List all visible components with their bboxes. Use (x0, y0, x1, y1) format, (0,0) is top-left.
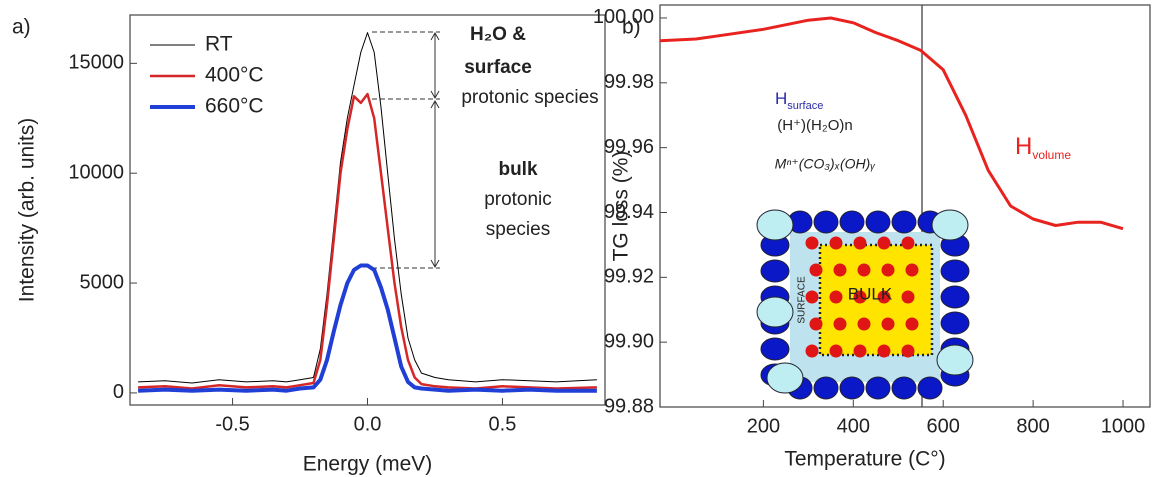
annotation: protonic species (461, 87, 598, 108)
plot-frame (659, 4, 1151, 408)
proton (805, 290, 819, 304)
x-tick-label: -0.5 (215, 413, 249, 435)
y-axis-title: TG loss (%) (610, 151, 633, 262)
annotation: protonic (484, 189, 552, 210)
y-tick-label: 99.98 (604, 71, 654, 93)
particle (813, 210, 839, 234)
annotation: H₂O & (470, 24, 526, 45)
y-tick-label: 99.92 (604, 266, 654, 288)
proton (829, 344, 843, 358)
x-tick-label: 0.5 (489, 413, 517, 435)
proton (809, 317, 823, 331)
x-tick-label: 800 (1016, 415, 1049, 437)
x-tick-label: 0.0 (354, 413, 382, 435)
particle (940, 259, 970, 283)
proton (877, 236, 891, 250)
proton (877, 290, 891, 304)
particle (940, 311, 970, 335)
legend-label: 660°C (205, 95, 264, 118)
annotation: volume (1032, 148, 1071, 162)
particle (813, 376, 839, 400)
particle (865, 376, 891, 400)
particle (756, 296, 794, 328)
x-tick-label: 400 (837, 415, 870, 437)
proton (901, 236, 915, 250)
particle (839, 210, 865, 234)
y-tick-label: 100.00 (593, 6, 654, 28)
proton (833, 317, 847, 331)
annotation: H (775, 89, 787, 108)
proton (901, 290, 915, 304)
legend-label: 400°C (205, 64, 264, 87)
y-tick-label: 99.94 (604, 201, 654, 223)
annotation: (H⁺)(H₂O)n (777, 117, 852, 134)
proton (881, 317, 895, 331)
particle (891, 376, 917, 400)
annotation: bulk (498, 159, 537, 180)
annotation: species (486, 219, 550, 240)
proton (833, 263, 847, 277)
panel-label: b) (622, 16, 641, 39)
particle (917, 376, 943, 400)
y-axis-title: Intensity (arb. units) (16, 118, 39, 302)
y-tick-label: 99.88 (604, 395, 654, 417)
x-tick-label: 600 (927, 415, 960, 437)
particle (756, 209, 794, 241)
proton (857, 263, 871, 277)
legend-label: RT (205, 33, 233, 56)
data-line (138, 263, 597, 393)
proton (881, 263, 895, 277)
particle (931, 209, 969, 241)
particle (940, 285, 970, 309)
annotation: Mⁿ⁺(CO₃)ₓ(OH)ᵧ (775, 156, 876, 172)
proton (805, 236, 819, 250)
particle (865, 210, 891, 234)
annotation: BULK (848, 284, 893, 303)
particle (891, 210, 917, 234)
x-tick-label: 1000 (1101, 415, 1146, 437)
annotation: Hsurface (775, 89, 823, 111)
proton (905, 263, 919, 277)
data-line (138, 92, 597, 390)
proton (853, 290, 867, 304)
annotation-guides (372, 31, 440, 269)
particle (760, 259, 790, 283)
panel-label: a) (12, 16, 31, 39)
y-tick-label: 99.96 (604, 136, 654, 158)
proton (853, 344, 867, 358)
y-tick-label: 99.90 (604, 330, 654, 352)
proton (829, 290, 843, 304)
y-tick-label: 15000 (68, 52, 124, 74)
proton (901, 344, 915, 358)
y-tick-label: 0 (113, 381, 124, 403)
particle (839, 376, 865, 400)
data-line (659, 16, 1124, 231)
proton (829, 236, 843, 250)
x-axis-title: Temperature (C°) (784, 448, 945, 471)
proton (853, 236, 867, 250)
inset-diagram: BULK SURFACE (756, 209, 974, 400)
annotation: H (1015, 133, 1032, 160)
data-line (138, 32, 597, 384)
arrow-head (430, 31, 440, 269)
proton (857, 317, 871, 331)
proton (877, 344, 891, 358)
particle (936, 344, 974, 376)
proton (809, 263, 823, 277)
annotation: SURFACE (797, 276, 808, 324)
x-axis-title: Energy (meV) (303, 453, 433, 476)
proton (805, 344, 819, 358)
annotation: surface (787, 100, 823, 112)
x-tick-label: 200 (747, 415, 780, 437)
particle (760, 337, 790, 361)
y-tick-label: 5000 (80, 271, 125, 293)
annotation: Hvolume (1015, 133, 1071, 162)
annotation: surface (464, 57, 532, 78)
proton (905, 317, 919, 331)
y-tick-label: 10000 (68, 161, 124, 183)
particle (766, 362, 804, 394)
